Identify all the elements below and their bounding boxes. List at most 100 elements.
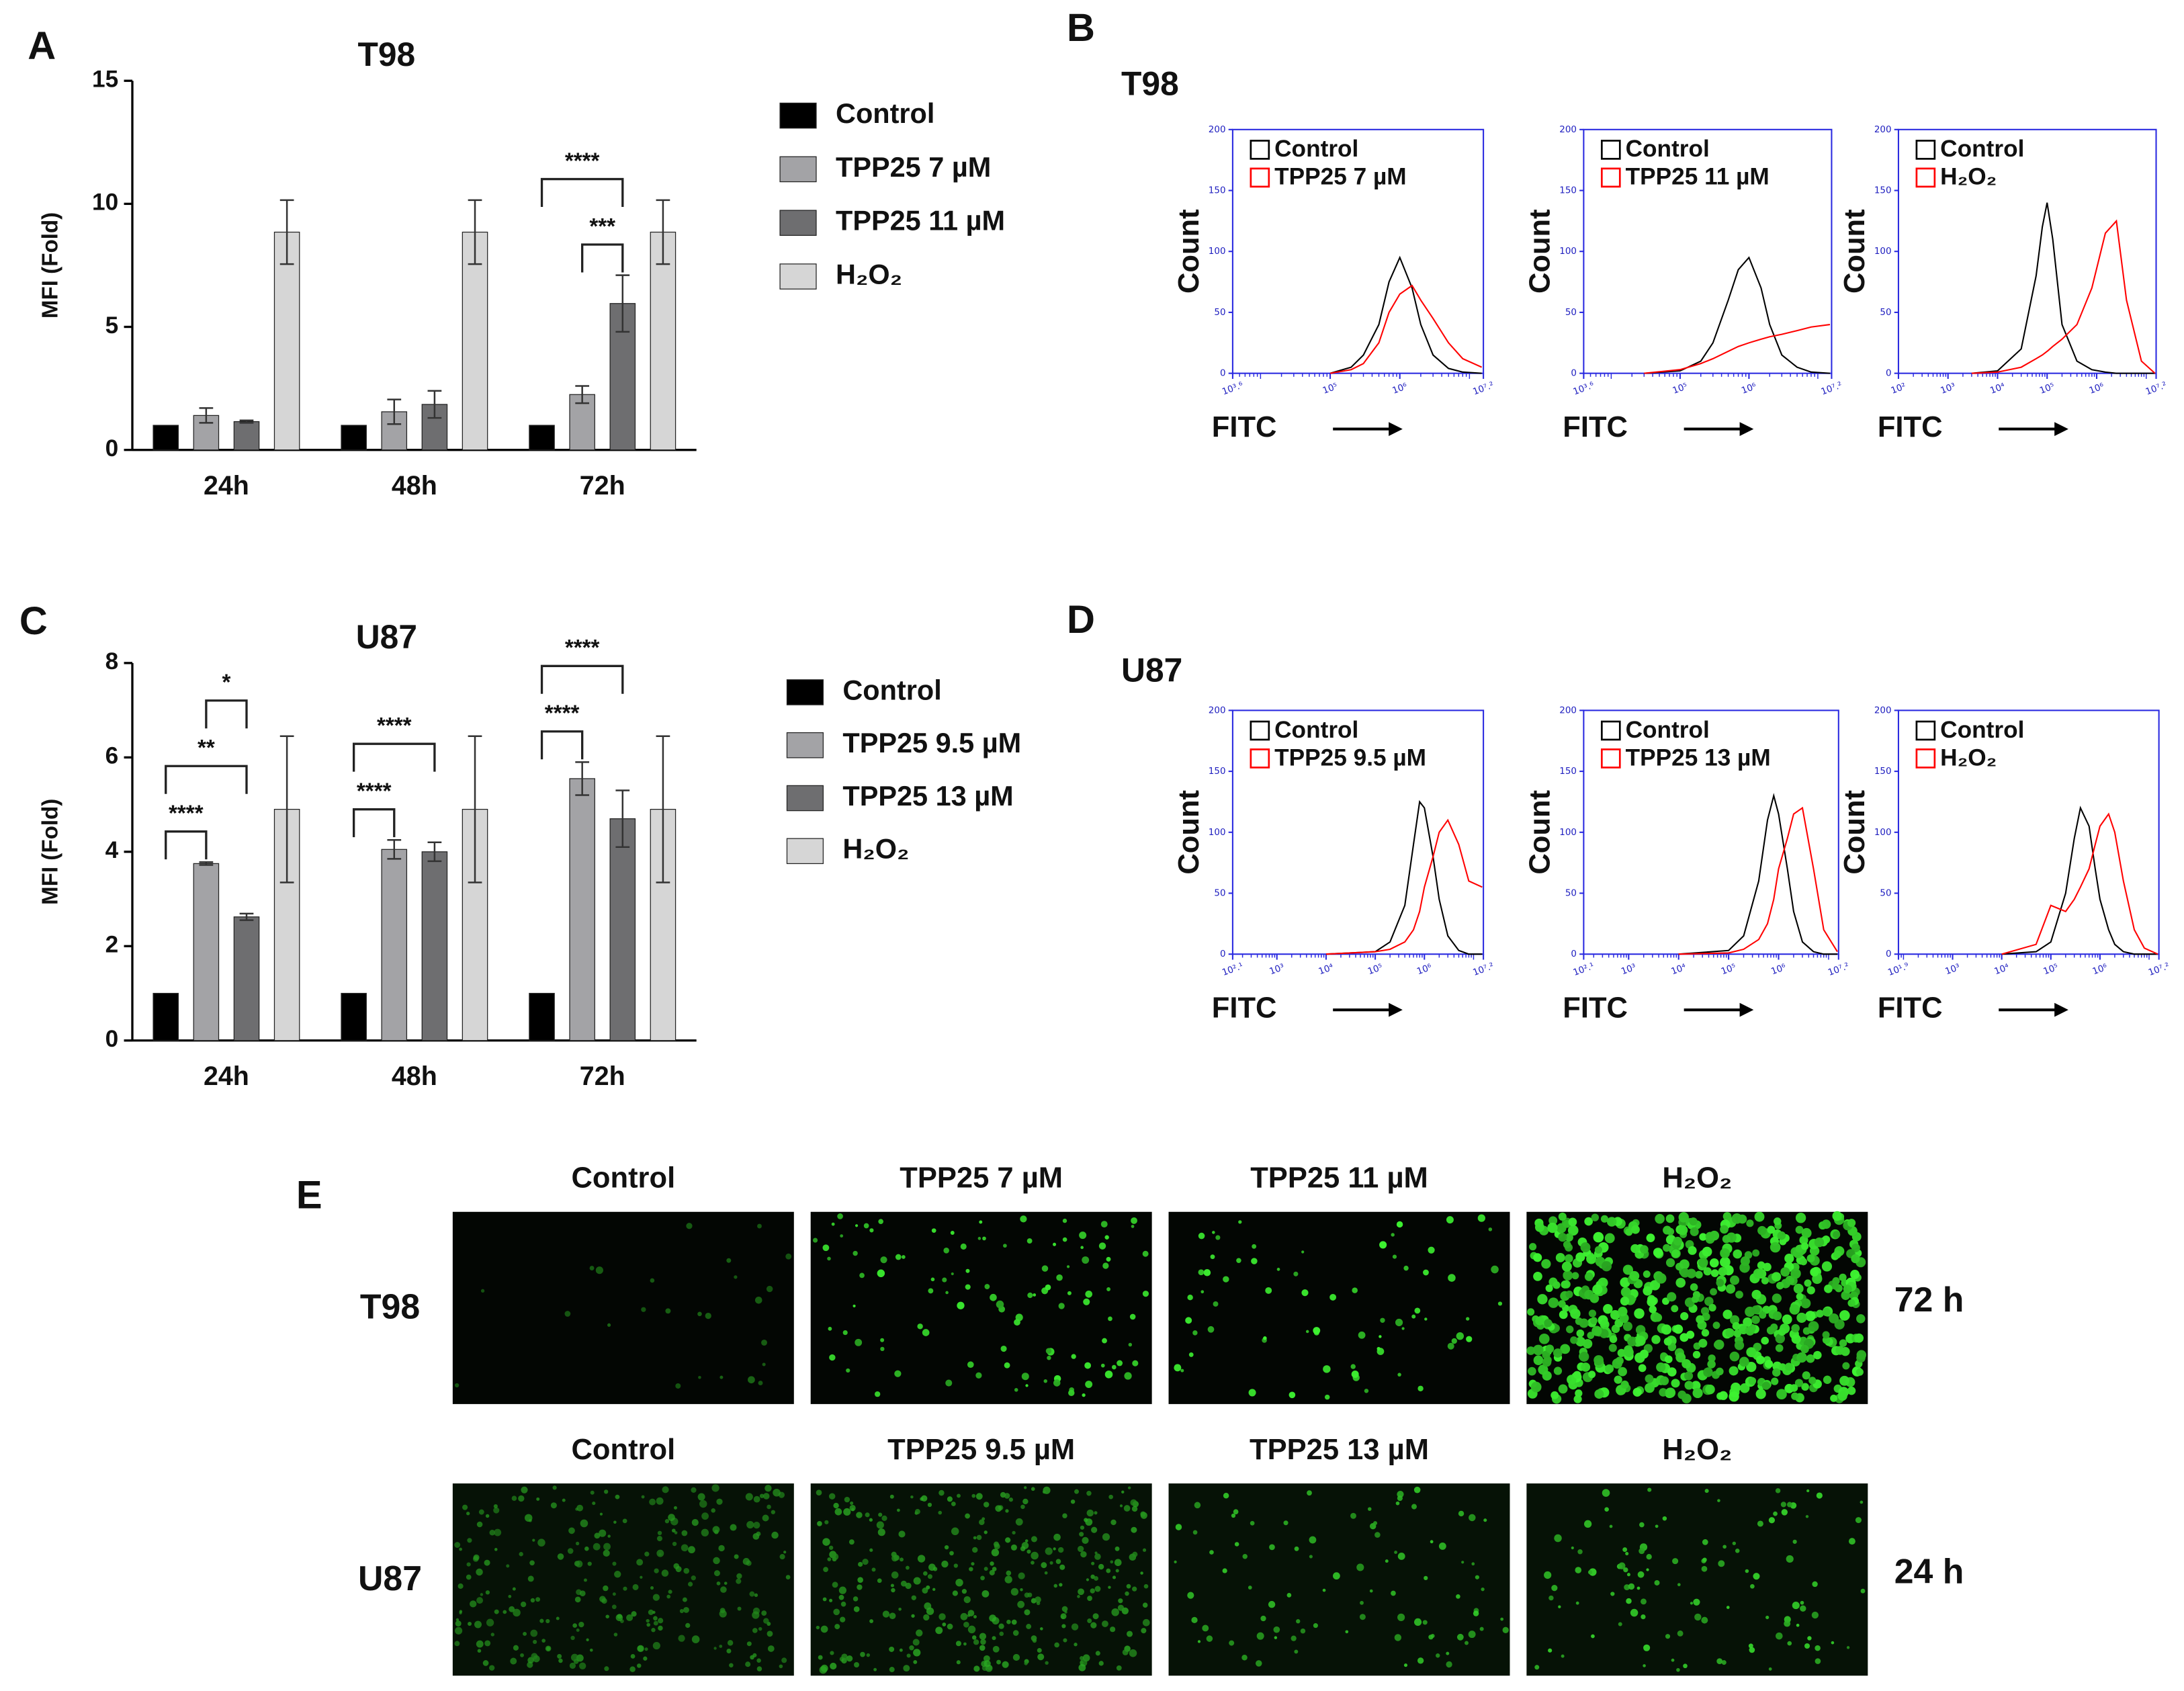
- arrow-head: [1389, 1002, 1403, 1017]
- x-tick-label: 10⁷.²: [1471, 380, 1495, 397]
- cell: [1665, 1258, 1675, 1268]
- cell: [1377, 1346, 1381, 1351]
- cell: [1624, 1347, 1634, 1357]
- cell: [480, 1593, 484, 1596]
- cell: [1804, 1279, 1812, 1287]
- cell: [1843, 1285, 1852, 1294]
- cell: [1394, 1634, 1402, 1641]
- cell: [767, 1504, 771, 1510]
- x-axis-label: FITC: [1878, 992, 1943, 1025]
- cell: [1477, 1214, 1485, 1222]
- x-tick-label: 10⁷.²: [1820, 380, 1844, 397]
- cell: [1106, 1256, 1111, 1262]
- cell: [854, 1662, 859, 1667]
- cell: [850, 1501, 854, 1505]
- cell: [1679, 1333, 1689, 1342]
- cell: [1625, 1551, 1629, 1556]
- cell: [1701, 1329, 1710, 1337]
- cell: [1704, 1489, 1709, 1493]
- cell: [658, 1553, 662, 1556]
- cell: [454, 1383, 460, 1388]
- cell: [637, 1663, 642, 1668]
- cell: [462, 1504, 468, 1510]
- x-tick-label: 10⁶: [1415, 962, 1434, 978]
- y-tick-label: 100: [1874, 827, 1892, 838]
- cell: [613, 1520, 617, 1524]
- cell: [1305, 1330, 1309, 1334]
- cell: [1545, 1284, 1553, 1293]
- cell: [1309, 1536, 1317, 1544]
- cell: [909, 1645, 914, 1651]
- cell: [579, 1590, 586, 1597]
- cell: [930, 1277, 935, 1282]
- significance-bracket: [540, 730, 584, 760]
- cell: [575, 1541, 580, 1546]
- cell: [1229, 1640, 1235, 1646]
- cell: [752, 1611, 760, 1619]
- cell: [1559, 1310, 1568, 1319]
- legend-swatch: [1600, 720, 1621, 741]
- cell: [1791, 1392, 1799, 1400]
- cell: [947, 1496, 953, 1502]
- cell: [967, 1361, 974, 1368]
- cell: [1468, 1631, 1476, 1639]
- cell: [1718, 1391, 1728, 1400]
- cell: [1804, 1643, 1810, 1649]
- cell: [720, 1586, 727, 1593]
- column-header: Control: [571, 1162, 675, 1195]
- cell: [1584, 1272, 1593, 1281]
- cell: [1772, 1311, 1782, 1321]
- cell: [1059, 1564, 1065, 1570]
- cell: [779, 1554, 785, 1560]
- cell: [1822, 1307, 1831, 1317]
- cell: [1203, 1268, 1211, 1276]
- y-axis-label: MFI (Fold): [38, 799, 63, 905]
- cell: [1471, 1562, 1475, 1566]
- cell: [508, 1594, 512, 1598]
- cell: [1084, 1362, 1092, 1369]
- cell: [1535, 1316, 1544, 1326]
- cell: [944, 1545, 949, 1550]
- cell: [874, 1391, 881, 1397]
- cell: [657, 1618, 664, 1624]
- cell: [832, 1581, 838, 1588]
- cell: [1047, 1356, 1051, 1360]
- time-label: 72 h: [1894, 1280, 1964, 1319]
- cell: [1659, 1388, 1667, 1397]
- cell: [1411, 1314, 1416, 1319]
- cell: [1623, 1567, 1628, 1573]
- cell: [1541, 1259, 1551, 1269]
- cell: [1745, 1569, 1749, 1573]
- cell: [1571, 1272, 1579, 1280]
- cell: [1667, 1292, 1677, 1302]
- cell: [533, 1639, 537, 1645]
- cell: [1790, 1384, 1798, 1392]
- cell: [914, 1509, 920, 1515]
- cell: [713, 1647, 717, 1650]
- cell: [1698, 1258, 1708, 1268]
- cell: [923, 1614, 930, 1621]
- cell: [1647, 1297, 1657, 1307]
- cell: [1733, 1249, 1743, 1259]
- y-tick-label: 100: [1874, 246, 1892, 257]
- cell: [611, 1604, 617, 1610]
- cell: [1006, 1570, 1012, 1576]
- cell: [1634, 1352, 1645, 1363]
- cell: [1055, 1559, 1061, 1565]
- cell: [906, 1653, 911, 1658]
- cell: [820, 1625, 828, 1633]
- cell: [1548, 1648, 1553, 1653]
- x-tick-label: 10⁵: [1671, 381, 1690, 396]
- cell: [474, 1620, 482, 1629]
- bar: [341, 425, 367, 451]
- cell: [1115, 1569, 1119, 1573]
- cell: [1085, 1290, 1093, 1298]
- cell: [876, 1521, 884, 1529]
- cell: [1042, 1490, 1047, 1494]
- cell: [757, 1223, 762, 1229]
- cell: [1641, 1598, 1647, 1605]
- cell: [574, 1596, 581, 1603]
- cell: [1770, 1242, 1781, 1253]
- cell: [648, 1609, 654, 1616]
- cell: [1044, 1571, 1048, 1575]
